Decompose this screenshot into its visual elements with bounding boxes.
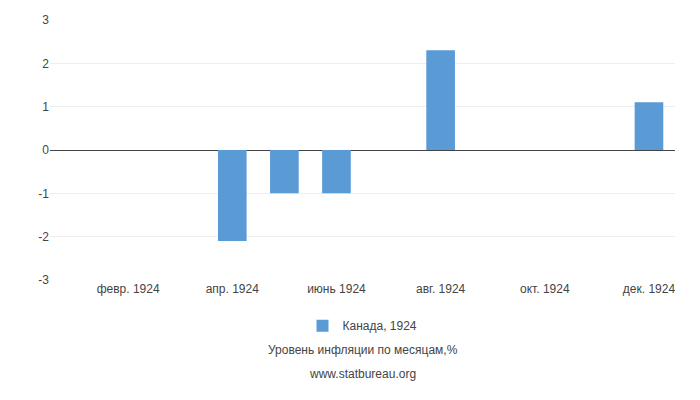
svg-text:окт. 1924: окт. 1924 xyxy=(520,282,570,296)
svg-text:-1: -1 xyxy=(38,187,49,201)
svg-text:февр. 1924: февр. 1924 xyxy=(97,282,160,296)
svg-text:Канада, 1924: Канада, 1924 xyxy=(343,319,417,333)
svg-text:2: 2 xyxy=(42,57,49,71)
svg-text:0: 0 xyxy=(42,143,49,157)
svg-text:-2: -2 xyxy=(38,230,49,244)
svg-text:апр. 1924: апр. 1924 xyxy=(206,282,260,296)
svg-text:Уровень инфляции по месяцам,%: Уровень инфляции по месяцам,% xyxy=(268,343,458,357)
svg-text:www.statbureau.org: www.statbureau.org xyxy=(309,367,416,381)
svg-text:дек. 1924: дек. 1924 xyxy=(623,282,676,296)
svg-text:-3: -3 xyxy=(38,273,49,287)
svg-text:3: 3 xyxy=(42,13,49,27)
svg-text:1: 1 xyxy=(42,100,49,114)
svg-text:июнь 1924: июнь 1924 xyxy=(307,282,366,296)
svg-text:авг. 1924: авг. 1924 xyxy=(416,282,466,296)
